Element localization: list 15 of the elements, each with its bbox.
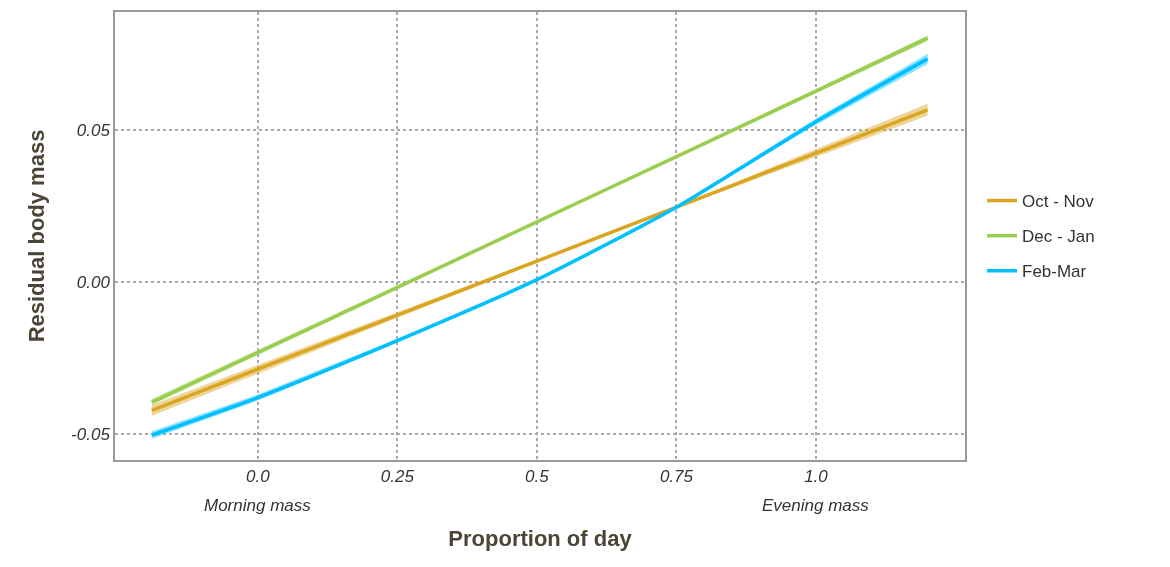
y-tick-label: -0.05 [71,425,111,445]
text: Morning mass [204,496,312,515]
legend-label: Oct - Nov [1022,192,1095,212]
y-tick-label: 0.05 [76,120,111,140]
x-tick-label: 0.0 [246,467,271,487]
text: Evening mass [762,496,870,515]
legend-label: Feb-Mar [1022,262,1087,282]
x-tick-label: 0.75 [659,467,694,487]
x-tick-label: 0.25 [380,467,415,487]
y-tick-label: 0.00 [76,272,111,292]
y-axis-title: Residual body mass [24,129,50,343]
legend-label: Dec - Jan [1022,227,1095,247]
x-tick-label: 1.0 [804,467,829,487]
x-tick-label: 0.5 [525,467,550,487]
x-axis-title: Proportion of day [448,525,633,551]
